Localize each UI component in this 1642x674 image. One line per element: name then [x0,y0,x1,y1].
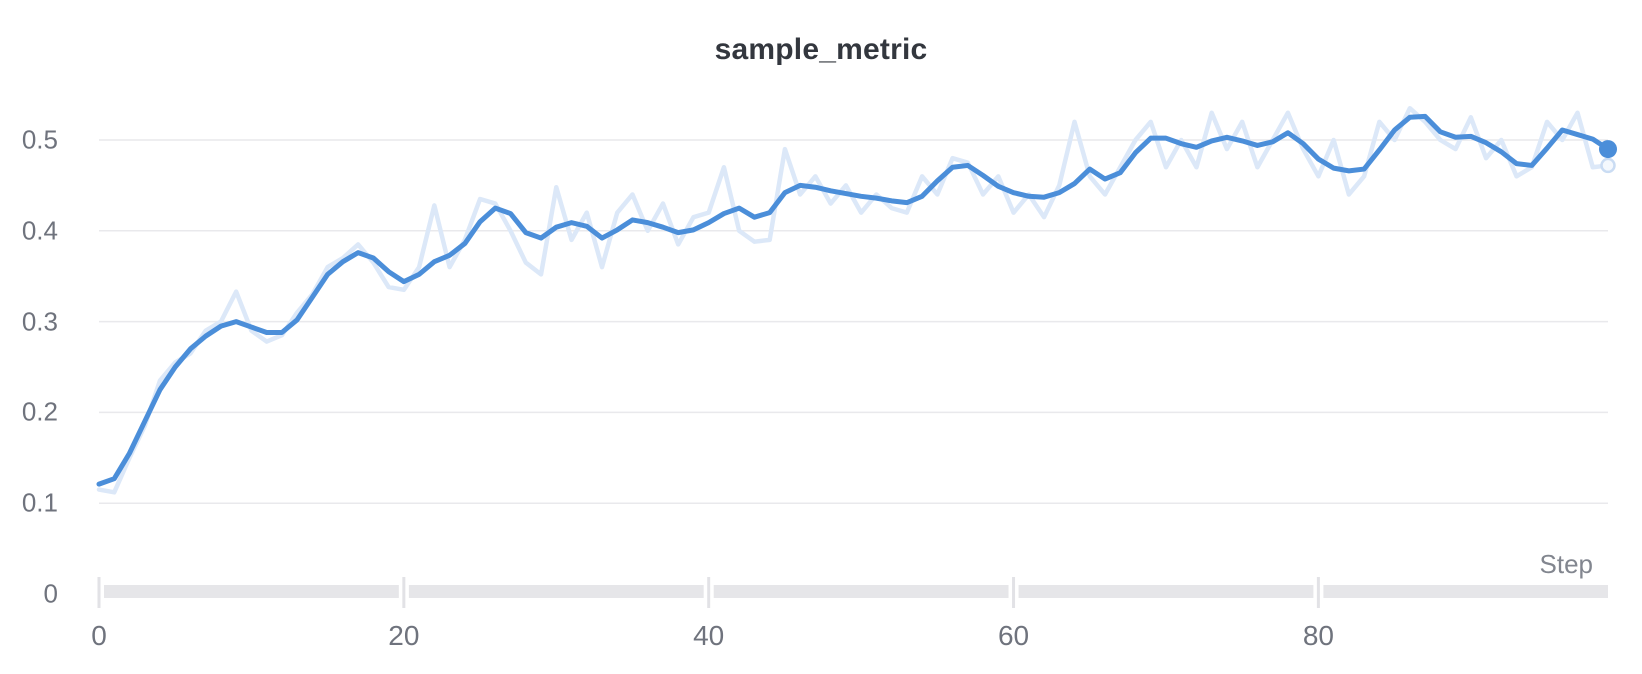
x-tick-mark [707,577,711,608]
x-tick-label: 80 [1302,620,1334,651]
y-tick-label: 0.3 [21,306,58,337]
x-axis-label: Step [1539,549,1594,579]
last-point-open-circle [1600,157,1616,174]
y-tick-label: 0.5 [21,124,58,155]
x-tick-label: 40 [693,620,725,651]
x-tick-label: 60 [997,620,1030,651]
x-tick-mark [402,577,406,608]
chart-title: sample_metric [714,33,928,66]
y-tick-label: 0 [43,578,58,609]
x-tick-label: 20 [388,620,420,651]
x-tick-mark [1012,577,1016,608]
smoothed-line [96,113,1611,487]
x-tick-mark [1316,577,1320,608]
y-tick-label: 0.1 [21,487,58,518]
raw-line [96,105,1611,495]
x-tick-mark [97,577,101,608]
last-point-dot [1599,140,1617,159]
x-tick-label: 0 [91,620,107,651]
y-tick-label: 0.4 [21,215,58,246]
x-axis-band [99,585,1608,598]
y-tick-label: 0.2 [21,396,58,427]
